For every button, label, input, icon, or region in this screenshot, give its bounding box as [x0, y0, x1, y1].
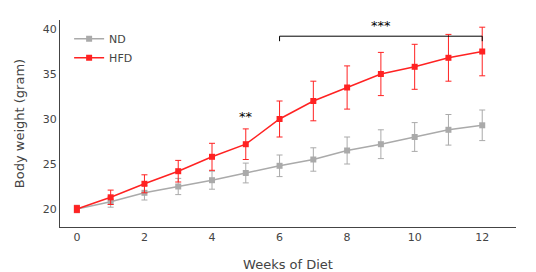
svg-text:12: 12	[475, 231, 489, 244]
svg-text:25: 25	[43, 158, 57, 171]
svg-text:6: 6	[276, 231, 283, 244]
svg-text:35: 35	[43, 68, 57, 81]
svg-text:2: 2	[141, 231, 148, 244]
svg-text:20: 20	[43, 203, 57, 216]
svg-text:Body weight (gram): Body weight (gram)	[12, 59, 27, 188]
svg-text:***: ***	[371, 18, 391, 33]
svg-text:0: 0	[73, 231, 80, 244]
svg-text:Weeks of Diet: Weeks of Diet	[243, 257, 333, 272]
svg-text:30: 30	[43, 113, 57, 126]
svg-text:ND: ND	[109, 33, 126, 46]
svg-text:**: **	[239, 109, 253, 124]
svg-text:4: 4	[209, 231, 216, 244]
svg-text:40: 40	[43, 23, 57, 36]
svg-text:8: 8	[344, 231, 351, 244]
svg-text:HFD: HFD	[109, 52, 132, 65]
svg-text:10: 10	[408, 231, 422, 244]
